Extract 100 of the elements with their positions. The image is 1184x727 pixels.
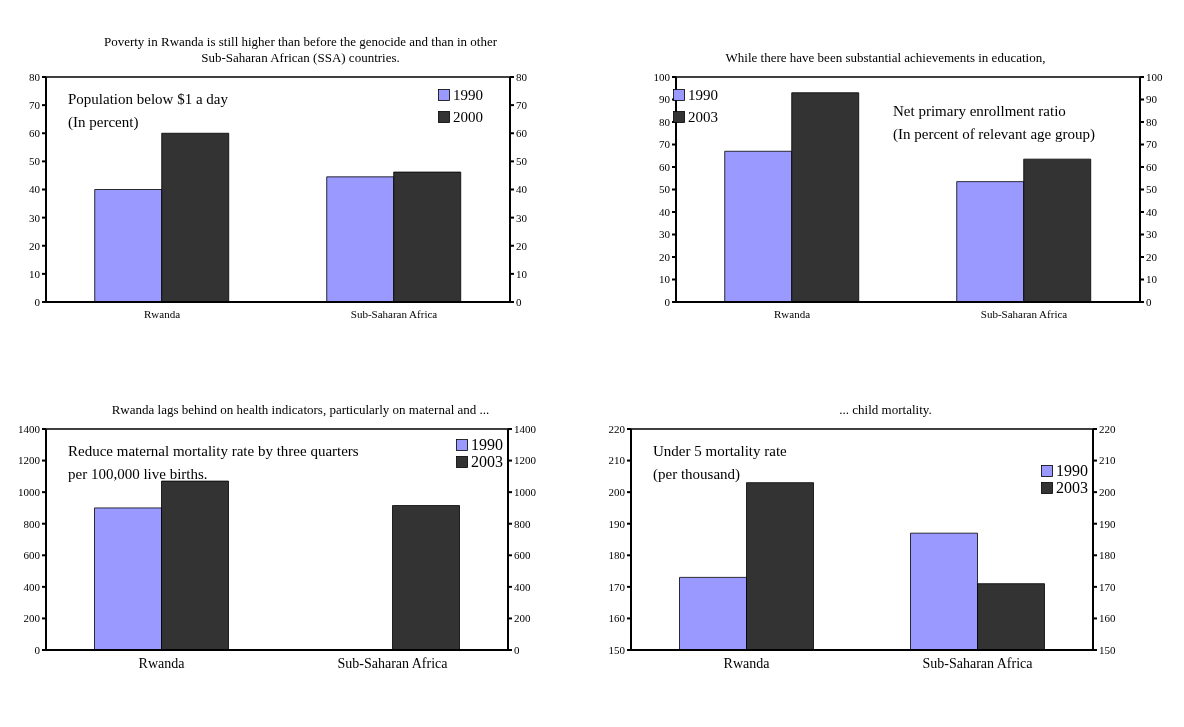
y-tick-label: 800 (23, 517, 41, 530)
y-tick-label: 1200 (18, 454, 41, 467)
y-tick-label: 200 (23, 612, 41, 625)
y-tick-label: 170 (608, 580, 626, 593)
y-tick-label: 40 (659, 205, 671, 218)
y-tick-label: 20 (29, 239, 41, 252)
y-tick-label: 210 (608, 454, 626, 467)
y2-tick-label: 150 (1099, 643, 1116, 656)
legend-label: 2003 (1056, 479, 1088, 496)
y-tick-label: 0 (34, 295, 41, 308)
x-tick-label: Sub-Saharan Africa (922, 655, 1034, 671)
y2-tick-label: 60 (1146, 160, 1158, 173)
annotation: Reduce maternal mortality rate by three quarters (68, 442, 359, 461)
y-tick-label: 1400 (18, 422, 41, 435)
y-tick-label: 80 (659, 115, 671, 128)
y-tick-label: 30 (29, 211, 41, 224)
y-tick-label: 20 (659, 250, 671, 263)
y2-tick-label: 40 (1146, 205, 1158, 218)
x-tick-label: Rwanda (723, 655, 771, 671)
x-tick-label: Sub-Saharan Africa (350, 307, 438, 320)
y2-tick-label: 200 (514, 612, 531, 625)
y2-tick-label: 60 (516, 127, 528, 140)
y-tick-label: 10 (659, 273, 671, 286)
y-tick-label: 100 (653, 70, 671, 83)
y2-tick-label: 50 (1146, 183, 1158, 196)
y-tick-label: 190 (608, 517, 626, 530)
y-tick-label: 70 (29, 99, 41, 112)
y-tick-label: 1000 (18, 486, 41, 499)
y2-tick-label: 80 (1146, 115, 1158, 128)
y2-tick-label: 100 (1146, 70, 1163, 83)
chart-title: Poverty in Rwanda is still higher than before the genocide and than in other Sub-Saharan African (SSA) countries. (102, 34, 499, 66)
y2-tick-label: 20 (1146, 250, 1158, 263)
y2-tick-label: 40 (516, 183, 528, 196)
y-tick-label: 160 (608, 612, 626, 625)
annotation: Net primary enrollment ratio (893, 102, 1067, 121)
y-tick-label: 0 (34, 643, 41, 656)
annotation: (In percent) (68, 113, 140, 132)
y2-tick-label: 10 (1146, 273, 1158, 286)
y2-tick-label: 180 (1099, 549, 1116, 562)
y2-tick-label: 90 (1146, 93, 1158, 106)
y2-tick-label: 800 (514, 517, 531, 530)
y-tick-label: 600 (23, 549, 41, 562)
annotation: (In percent of relevant age group) (893, 125, 1095, 144)
y-tick-label: 80 (29, 70, 41, 83)
y2-tick-label: 70 (516, 99, 528, 112)
y2-tick-label: 220 (1099, 422, 1116, 435)
y2-tick-label: 0 (1146, 295, 1152, 308)
x-tick-label: Sub-Saharan Africa (980, 307, 1068, 320)
legend-label: 2003 (688, 108, 718, 127)
y-tick-label: 50 (659, 183, 671, 196)
annotation: per 100,000 live births. (68, 465, 209, 484)
y2-tick-label: 1400 (514, 422, 537, 435)
y2-tick-label: 1000 (514, 486, 537, 499)
legend-label: 1990 (471, 436, 503, 453)
y-tick-label: 400 (23, 580, 41, 593)
y2-tick-label: 30 (1146, 228, 1158, 241)
y-tick-label: 50 (29, 155, 41, 168)
annotation: (per thousand) (653, 465, 742, 484)
y2-tick-label: 400 (514, 580, 531, 593)
y-tick-label: 10 (29, 267, 41, 280)
y2-tick-label: 160 (1099, 612, 1116, 625)
x-tick-label: Rwanda (773, 307, 811, 320)
y-tick-label: 180 (608, 549, 626, 562)
annotation: Under 5 mortality rate (653, 442, 787, 461)
x-tick-label: Rwanda (143, 307, 181, 320)
y2-tick-label: 600 (514, 549, 531, 562)
y2-tick-label: 170 (1099, 580, 1116, 593)
legend-label: 1990 (1056, 462, 1088, 479)
y-tick-label: 60 (659, 160, 671, 173)
y2-tick-label: 200 (1099, 486, 1116, 499)
legend-label: 2000 (453, 108, 483, 127)
y2-tick-label: 190 (1099, 517, 1116, 530)
y-tick-label: 0 (664, 295, 671, 308)
y-tick-label: 90 (659, 93, 671, 106)
y2-tick-label: 80 (516, 70, 528, 83)
y-tick-label: 70 (659, 138, 671, 151)
legend-label: 1990 (688, 86, 718, 105)
y2-tick-label: 0 (514, 643, 520, 656)
legend-label: 1990 (453, 86, 483, 105)
y2-tick-label: 210 (1099, 454, 1116, 467)
y2-tick-label: 70 (1146, 138, 1158, 151)
y2-tick-label: 20 (516, 239, 528, 252)
y-tick-label: 40 (29, 183, 41, 196)
x-tick-label: Rwanda (138, 655, 186, 671)
y2-tick-label: 30 (516, 211, 528, 224)
y2-tick-label: 50 (516, 155, 528, 168)
y-tick-label: 200 (608, 486, 626, 499)
y-tick-label: 60 (29, 127, 41, 140)
legend-label: 2003 (471, 453, 503, 470)
chart-title: Rwanda lags behind on health indicators, particularly on maternal and ... (111, 402, 490, 418)
chart-title: While there have been substantial achievements in education, (725, 50, 1046, 66)
y-tick-label: 220 (608, 422, 626, 435)
annotation: Population below $1 a day (68, 90, 228, 109)
y2-tick-label: 1200 (514, 454, 537, 467)
chart-title: ... child mortality. (839, 402, 932, 418)
y2-tick-label: 0 (516, 295, 522, 308)
y-tick-label: 30 (659, 228, 671, 241)
y-tick-label: 150 (608, 643, 626, 656)
x-tick-label: Sub-Saharan Africa (337, 655, 449, 671)
y2-tick-label: 10 (516, 267, 528, 280)
